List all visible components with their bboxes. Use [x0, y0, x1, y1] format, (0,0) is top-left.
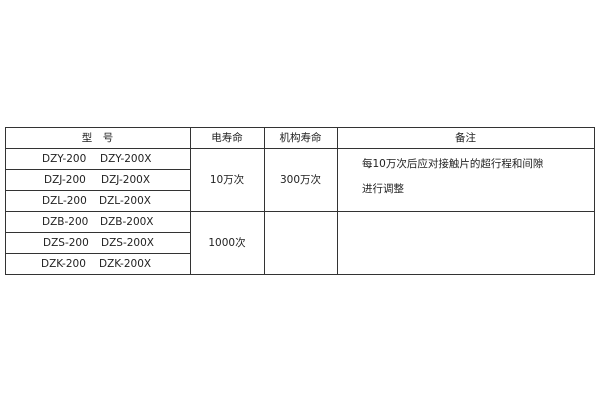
row-divider: [5, 190, 190, 191]
remarks-text: 每10万次后应对接触片的超行程和间隙: [362, 158, 544, 170]
electrical-life-value: 1000次: [208, 237, 246, 249]
header-electrical-life: 电寿命: [211, 132, 243, 144]
table-border-right: [594, 127, 595, 275]
electrical-life-value: 10万次: [209, 174, 245, 186]
remarks-text: 进行调整: [362, 183, 404, 195]
model-a: DZL-200: [42, 195, 87, 207]
header-model: 型 号: [81, 132, 114, 144]
model-b: DZK-200X: [99, 258, 152, 270]
table-border-left: [5, 127, 6, 275]
model-b: DZL-200X: [99, 195, 151, 207]
header-mechanical-life: 机构寿命: [279, 132, 322, 144]
header-divider: [5, 148, 595, 149]
column-divider: [337, 127, 338, 275]
table-border-top: [5, 127, 595, 128]
column-divider: [264, 127, 265, 275]
model-a: DZJ-200: [44, 174, 86, 186]
model-b: DZY-200X: [100, 153, 152, 165]
model-a: DZK-200: [41, 258, 86, 270]
mechanical-life-value: 300万次: [279, 174, 322, 186]
header-remarks: 备注: [455, 132, 476, 144]
model-a: DZS-200: [43, 237, 89, 249]
row-divider: [5, 232, 190, 233]
model-b: DZS-200X: [101, 237, 154, 249]
table-border-bottom: [5, 274, 595, 275]
model-b: DZJ-200X: [101, 174, 151, 186]
row-divider: [5, 253, 190, 254]
group-divider: [5, 211, 595, 212]
column-divider: [190, 127, 191, 275]
row-divider: [5, 169, 190, 170]
model-b: DZB-200X: [100, 216, 154, 228]
model-a: DZY-200: [42, 153, 87, 165]
model-a: DZB-200: [42, 216, 89, 228]
